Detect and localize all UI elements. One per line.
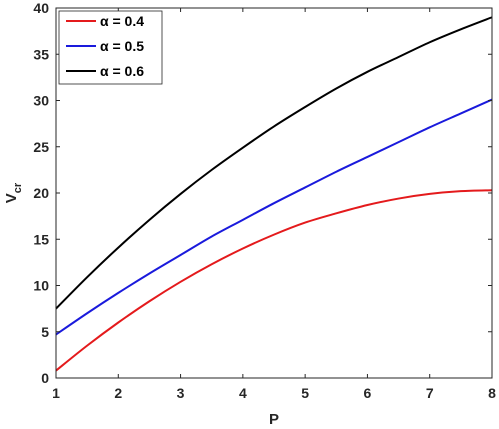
y-tick-label: 0 bbox=[41, 370, 49, 386]
series-layer bbox=[55, 16, 493, 372]
y-tick-label: 25 bbox=[33, 139, 49, 155]
x-tick-label: 6 bbox=[364, 385, 372, 401]
y-axis-label-main: V bbox=[3, 193, 20, 203]
series-line-2 bbox=[55, 98, 493, 336]
x-tick-label: 4 bbox=[239, 385, 247, 401]
y-tick-label: 30 bbox=[33, 93, 49, 109]
legend-label-3: α = 0.6 bbox=[100, 63, 144, 79]
y-axis-label: Vcr bbox=[3, 182, 24, 203]
y-tick-label: 10 bbox=[33, 278, 49, 294]
legend-label-2: α = 0.5 bbox=[100, 38, 144, 54]
x-tick-label: 5 bbox=[301, 385, 309, 401]
y-tick-label: 40 bbox=[33, 0, 49, 16]
x-tick-label: 8 bbox=[488, 385, 496, 401]
series-line-3 bbox=[55, 16, 493, 310]
y-tick-label: 5 bbox=[41, 324, 49, 340]
y-tick-label: 15 bbox=[33, 231, 49, 247]
legend: α = 0.4 α = 0.5 α = 0.6 bbox=[58, 10, 163, 85]
x-tick-label: 7 bbox=[426, 385, 434, 401]
x-tick-label: 3 bbox=[177, 385, 185, 401]
x-tick-label: 1 bbox=[52, 385, 60, 401]
x-axis-label: P bbox=[269, 411, 279, 428]
x-axis-ticks: 1 2 3 4 5 6 7 8 bbox=[52, 8, 496, 401]
x-tick-label: 2 bbox=[114, 385, 122, 401]
y-tick-label: 20 bbox=[33, 185, 49, 201]
y-axis-ticks: 0 5 10 15 20 25 30 35 40 bbox=[33, 0, 492, 386]
series-line-1 bbox=[55, 189, 493, 372]
legend-label-1: α = 0.4 bbox=[100, 13, 144, 29]
y-tick-label: 35 bbox=[33, 46, 49, 62]
y-axis-label-subscript: cr bbox=[12, 182, 24, 193]
